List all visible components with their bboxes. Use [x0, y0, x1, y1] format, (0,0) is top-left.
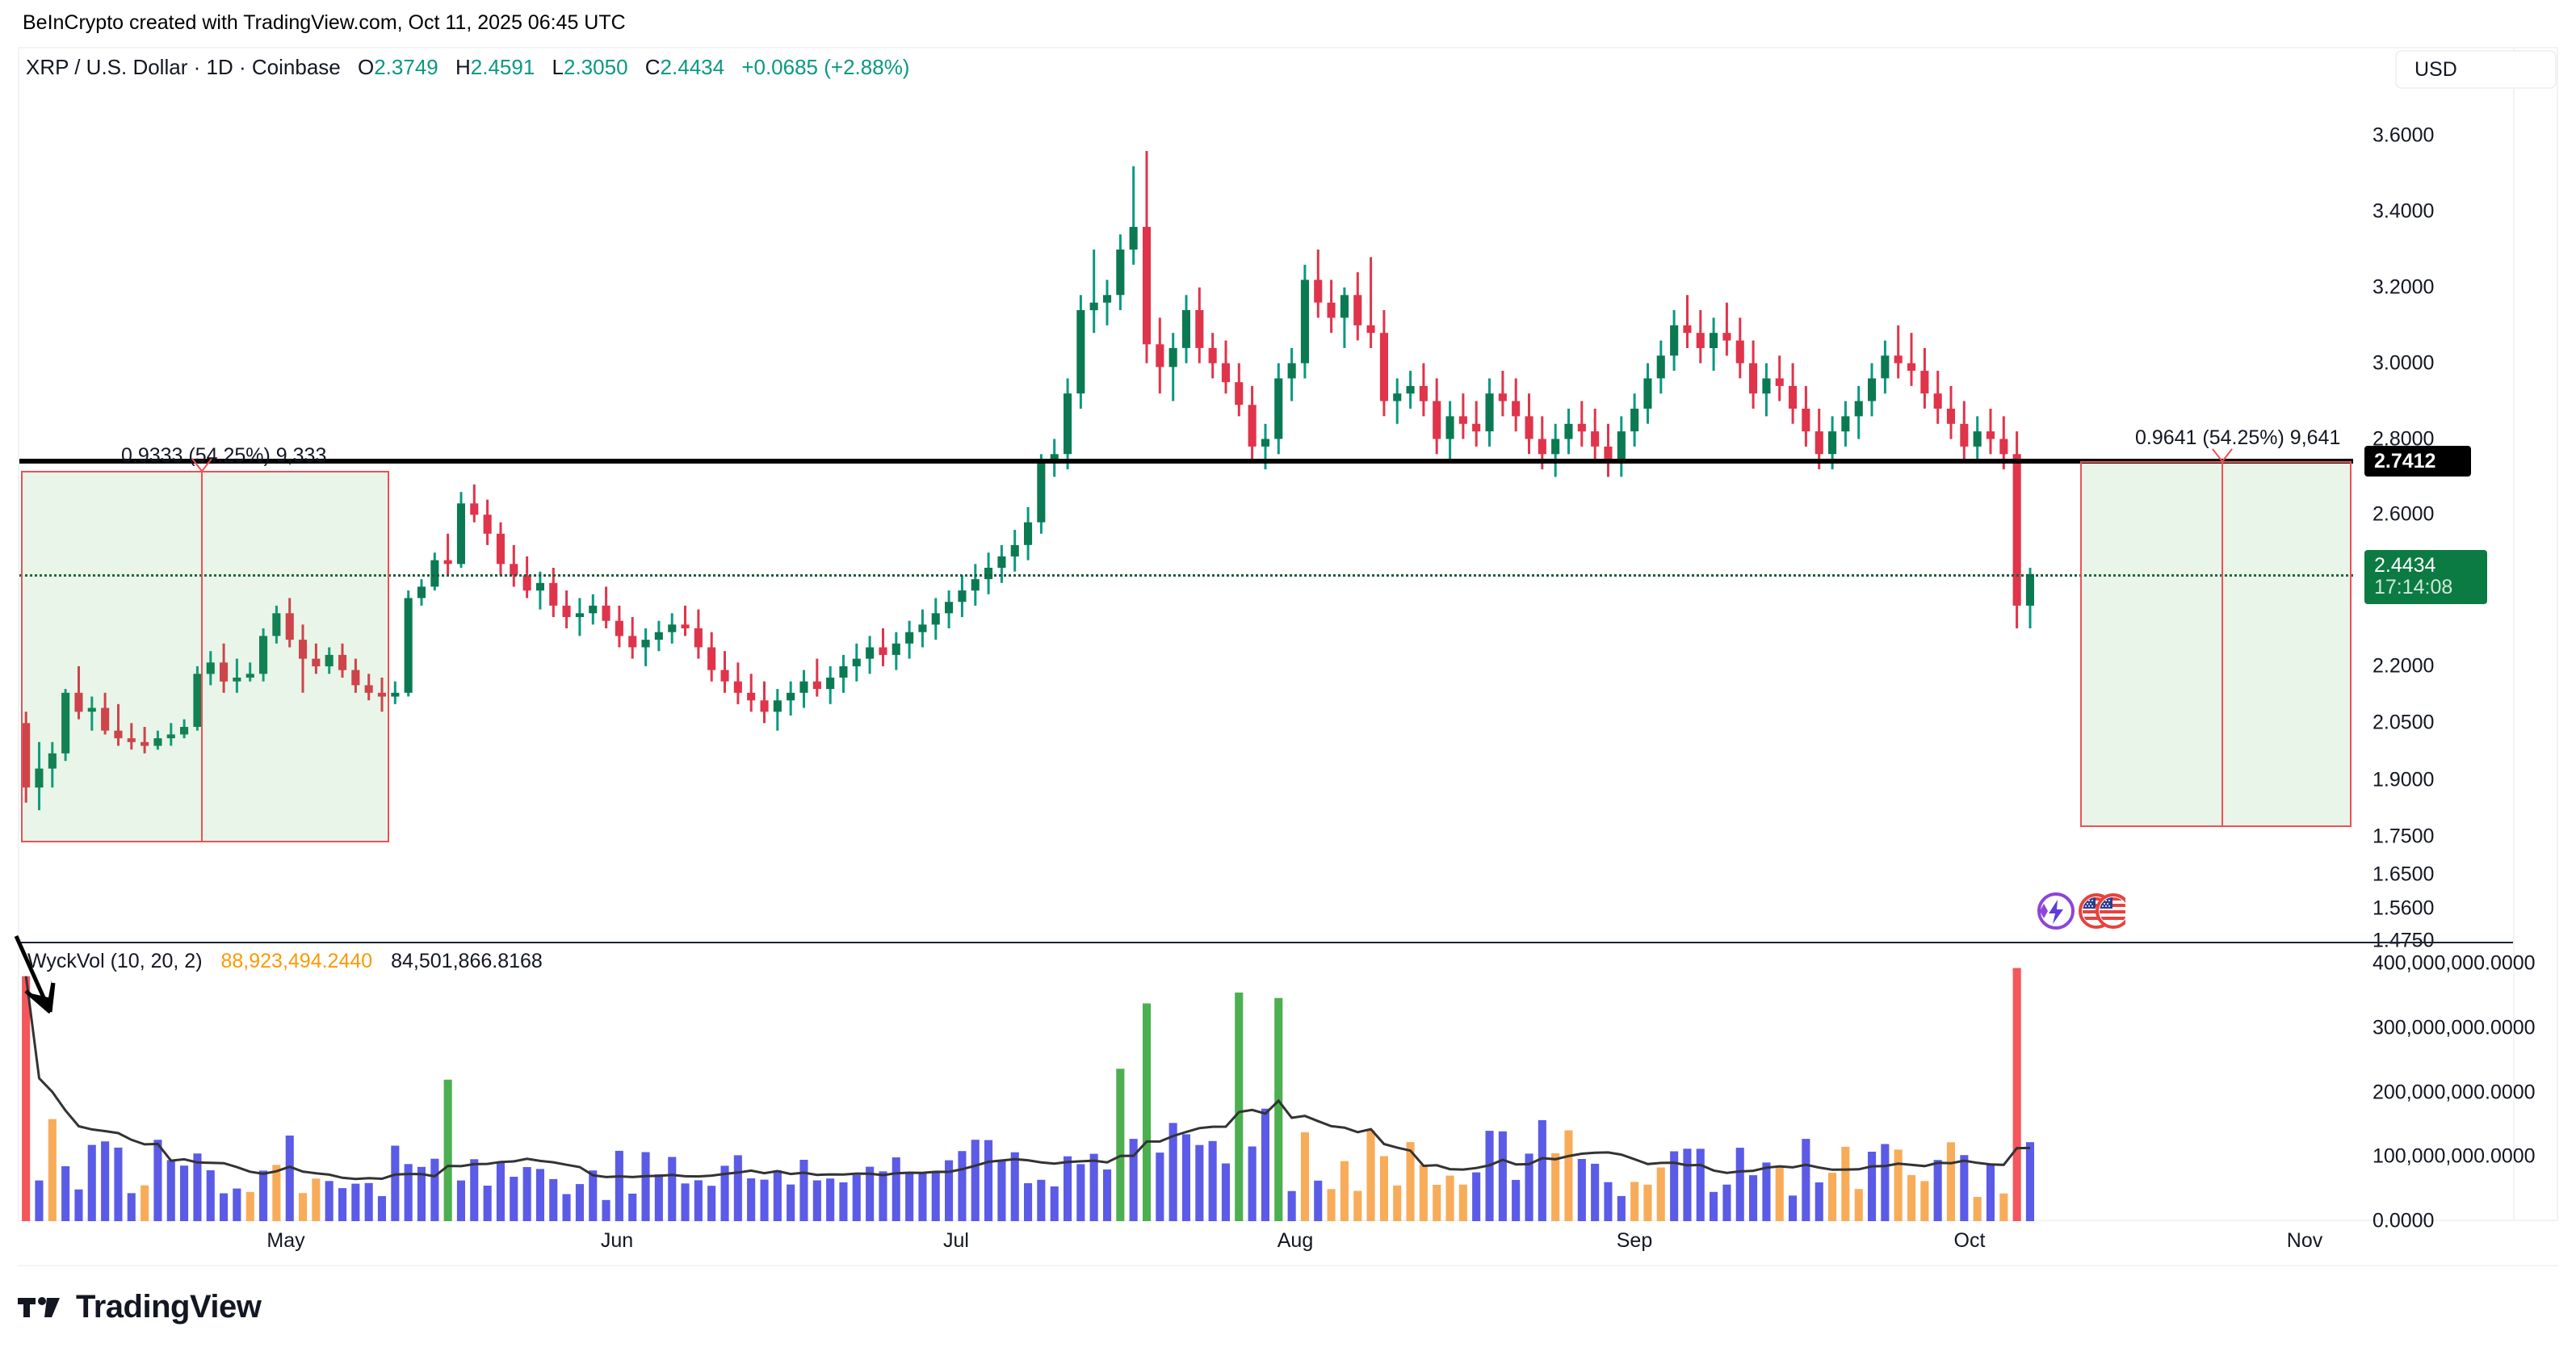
- legend-close-value: 2.4434: [660, 55, 725, 79]
- legend-high-label: H: [455, 55, 471, 79]
- time-tick: Sep: [1616, 1229, 1653, 1252]
- price-scale[interactable]: 3.6000 3.4000 3.2000 3.0000 2.8000 2.6000 2.20…: [2353, 90, 2560, 1232]
- horizontal-line-price-label[interactable]: 2.7412: [2364, 446, 2471, 477]
- legend-separator-2: ·: [238, 55, 246, 79]
- measure-zone-right-label: 0.9641 (54.25%) 9,641: [2135, 426, 2341, 450]
- legend-symbol[interactable]: XRP / U.S. Dollar: [26, 55, 188, 79]
- legend-low-value: 2.3050: [564, 55, 628, 79]
- time-tick: May: [266, 1229, 305, 1252]
- time-tick: Nov: [2286, 1229, 2323, 1252]
- price-tick: 1.7500: [2373, 825, 2435, 848]
- time-axis-divider: [18, 1265, 2558, 1266]
- chart-legend[interactable]: XRP / U.S. Dollar · 1D · Coinbase O2.374…: [26, 55, 909, 80]
- measure-zone-right-arrow: [2221, 461, 2223, 828]
- legend-separator-1: ·: [193, 55, 201, 79]
- tradingview-wordmark: TradingView: [76, 1289, 262, 1325]
- price-tick: 2.6000: [2373, 502, 2435, 526]
- volume-tick: 300,000,000.0000: [2373, 1016, 2536, 1039]
- currency-badge[interactable]: USD: [2395, 50, 2557, 89]
- price-tick: 1.5600: [2373, 896, 2435, 920]
- price-tick: 1.9000: [2373, 768, 2435, 791]
- volume-ma-value: 88,923,494.2440: [220, 950, 373, 972]
- volume-indicator-title[interactable]: WyckVol (10, 20, 2): [27, 950, 203, 972]
- price-scale-divider: [2513, 47, 2515, 1221]
- current-price-value: 2.4434: [2374, 553, 2436, 577]
- volume-plot-area[interactable]: [19, 943, 2353, 1221]
- price-tick: 3.4000: [2373, 199, 2435, 223]
- measure-zone-right[interactable]: [2080, 461, 2352, 828]
- price-tick: 3.6000: [2373, 124, 2435, 147]
- volume-series: [22, 968, 2034, 1221]
- measure-zone-left[interactable]: [21, 471, 389, 843]
- price-tick: 3.2000: [2373, 275, 2435, 299]
- volume-tick: 400,000,000.0000: [2373, 951, 2536, 975]
- volume-panel-separator: [19, 942, 2513, 943]
- volume-tick: 100,000,000.0000: [2373, 1144, 2536, 1168]
- chart-badges[interactable]: [2028, 888, 2131, 937]
- annotation-arrow-icon: [14, 934, 56, 1014]
- price-tick: 2.0500: [2373, 711, 2435, 734]
- candlestick-series: [22, 151, 2034, 811]
- legend-open-label: O: [357, 55, 375, 79]
- tradingview-logo-icon: [18, 1296, 60, 1317]
- current-price-label[interactable]: 2.4434 17:14:08: [2364, 549, 2487, 604]
- chart-panel: [18, 47, 2558, 1221]
- price-tick: 2.2000: [2373, 654, 2435, 678]
- time-tick: Aug: [1277, 1229, 1314, 1252]
- ai-lightning-badge-icon: [2037, 892, 2075, 930]
- legend-open-value: 2.3749: [374, 55, 438, 79]
- time-tick: Oct: [1953, 1229, 1986, 1252]
- volume-tick: 200,000,000.0000: [2373, 1081, 2536, 1103]
- legend-exchange[interactable]: Coinbase: [251, 55, 341, 79]
- legend-high-value: 2.4591: [470, 55, 535, 79]
- price-plot-area[interactable]: [19, 90, 2353, 941]
- tradingview-branding: TradingView: [18, 1289, 262, 1325]
- current-price-countdown: 17:14:08: [2374, 575, 2453, 598]
- time-tick: Jul: [943, 1229, 969, 1252]
- legend-interval[interactable]: 1D: [206, 55, 233, 79]
- measure-zone-left-label: 0.9333 (54.25%) 9,333: [121, 444, 327, 468]
- last-close-dotted-line: [19, 573, 2353, 577]
- legend-change: +0.0685 (+2.88%): [741, 55, 910, 79]
- resistance-line[interactable]: [19, 459, 2353, 464]
- price-tick: 1.6500: [2373, 863, 2435, 886]
- time-axis[interactable]: May Jun Jul Aug Sep Oct Nov: [19, 1223, 2513, 1271]
- volume-tick: 0.0000: [2373, 1209, 2435, 1232]
- legend-low-label: L: [552, 55, 564, 79]
- attribution-text: BeInCrypto created with TradingView.com,…: [23, 11, 626, 34]
- volume-current-value: 84,501,866.8168: [391, 950, 543, 972]
- measure-zone-left-arrow: [201, 471, 203, 843]
- price-tick: 1.4750: [2373, 929, 2435, 952]
- volume-legend[interactable]: WyckVol (10, 20, 2) 88,923,494.2440 84,5…: [27, 950, 543, 973]
- us-flag-badge-icon-2: [2096, 893, 2131, 929]
- legend-close-label: C: [644, 55, 661, 79]
- price-tick: 3.0000: [2373, 351, 2435, 375]
- time-tick: Jun: [600, 1229, 634, 1252]
